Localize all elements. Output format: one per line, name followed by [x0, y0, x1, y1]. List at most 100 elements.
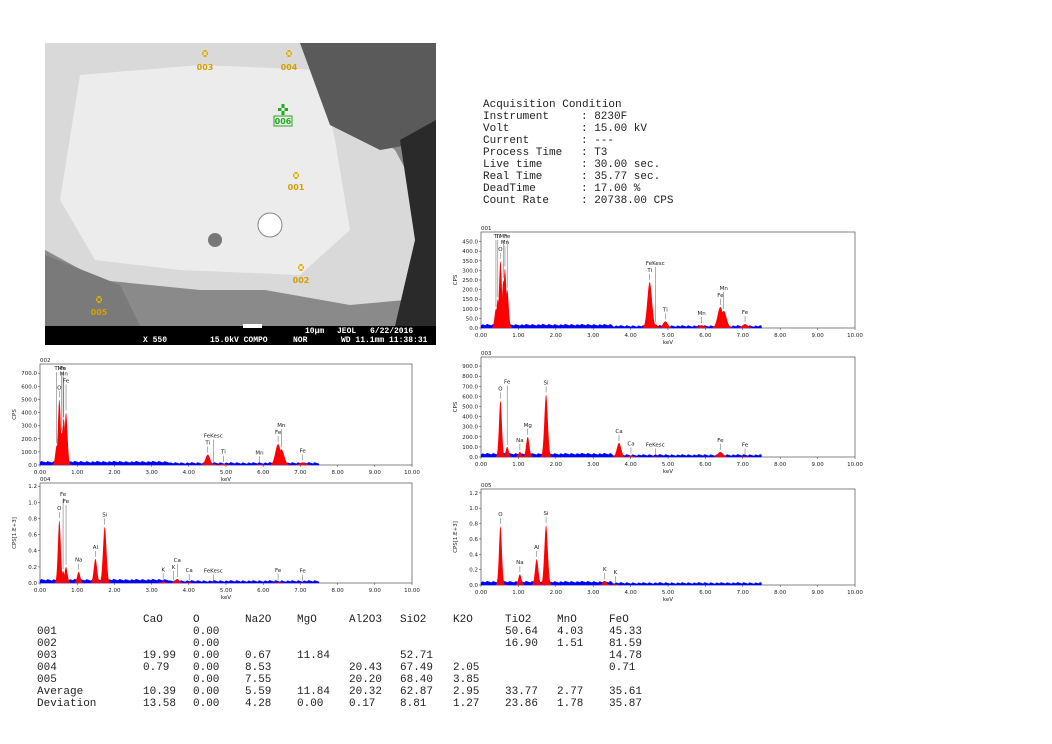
x-tick-label: 8.00 — [331, 470, 344, 476]
y-tick-label: 400.0 — [21, 411, 37, 417]
y-tick-label: 0.0 — [469, 455, 478, 461]
peak-label: Ti — [220, 450, 226, 456]
y-axis-label: CPS — [453, 274, 459, 285]
marker-cross-selected — [278, 104, 288, 115]
peak-label: Fe — [60, 366, 67, 372]
x-tick-label: 0.00 — [475, 333, 488, 339]
table-cell: 1.27 — [453, 698, 479, 710]
peak — [596, 581, 614, 585]
peak-label: Ti — [646, 268, 652, 274]
y-axis-label: CPS — [453, 401, 459, 412]
y-tick-label: 250.0 — [462, 278, 478, 284]
x-tick-label: 7.00 — [737, 590, 750, 596]
y-tick-label: 300.0 — [462, 425, 478, 431]
sem-dark-region — [300, 43, 436, 150]
peak-label: Mn — [60, 371, 69, 377]
x-tick-label: 10.00 — [847, 333, 863, 339]
peak-label: Ca — [627, 441, 634, 447]
table-cell: 33.77 — [505, 686, 538, 698]
peak-label: Ti — [53, 366, 59, 372]
y-tick-label: 0.2 — [28, 565, 37, 571]
y-tick-label: 1.0 — [28, 500, 37, 506]
peak-label: Fe — [60, 492, 67, 498]
background-continuum — [39, 578, 320, 584]
table-cell: 81.59 — [609, 638, 642, 650]
sem-grains — [395, 120, 436, 326]
x-tick-label: 6.00 — [257, 470, 270, 476]
peak — [180, 582, 198, 583]
x-tick-label: 1.00 — [71, 588, 84, 594]
y-tick-label: 200.0 — [462, 435, 478, 441]
acq-value: : 15.00 kV — [581, 123, 647, 135]
point-label: 004 — [281, 63, 298, 72]
table-cell: 0.00 — [193, 662, 219, 674]
peak-label: Fe — [717, 438, 724, 444]
peak — [72, 571, 85, 583]
y-tick-label: 600.0 — [462, 394, 478, 400]
background-continuum — [480, 580, 762, 586]
info-text: JEOL — [337, 327, 356, 336]
peak-label: Mn — [277, 423, 286, 429]
row-label: 003 — [37, 650, 57, 662]
acq-label: Current — [483, 135, 529, 147]
peak — [270, 449, 293, 465]
x-tick-label: 4.00 — [183, 588, 196, 594]
table-cell: 13.58 — [143, 698, 176, 710]
peak-label: FeKesc — [204, 569, 223, 575]
table-cell: 7.55 — [245, 674, 271, 686]
x-tick-label: 4.00 — [624, 462, 637, 468]
peak-label: Ca — [174, 558, 181, 564]
chart-title: 001 — [481, 226, 492, 232]
peak-label: Fe — [742, 310, 749, 316]
peak-label: Mn — [255, 450, 264, 456]
peak — [501, 289, 514, 328]
table-cell: 0.00 — [193, 686, 219, 698]
table-cell: 0.67 — [245, 650, 271, 662]
x-tick-label: 8.00 — [331, 588, 344, 594]
peak — [494, 260, 507, 328]
x-tick-label: 6.00 — [699, 590, 712, 596]
peak-label: Ca — [615, 429, 622, 435]
peak-label: Al — [534, 545, 540, 551]
peak-label: Na — [75, 558, 83, 564]
y-tick-label: 500.0 — [21, 397, 37, 403]
peak — [55, 432, 68, 465]
table-cell: 4.28 — [245, 698, 271, 710]
sem-inclusion — [208, 233, 222, 247]
peak — [606, 584, 624, 585]
x-tick-label: 8.00 — [774, 462, 787, 468]
y-tick-label: 400.0 — [462, 249, 478, 255]
peak — [154, 581, 172, 583]
table-cell: 62.87 — [400, 686, 433, 698]
table-header: TiO2 — [505, 614, 531, 626]
y-tick-label: 200.0 — [462, 288, 478, 294]
table-cell: 19.99 — [143, 650, 176, 662]
table-cell: 4.03 — [557, 626, 583, 638]
table-cell: 10.39 — [143, 686, 176, 698]
peak — [513, 574, 527, 585]
peak — [249, 464, 270, 465]
peak — [267, 444, 290, 465]
table-cell: 0.17 — [349, 698, 375, 710]
point-label: 006 — [275, 117, 292, 126]
x-tick-label: 0.00 — [34, 588, 47, 594]
y-tick-label: 300.0 — [462, 268, 478, 274]
x-tick-label: 2.00 — [550, 462, 563, 468]
y-axis-label: CPS[1.E+3] — [453, 521, 459, 553]
table-cell: 68.40 — [400, 674, 433, 686]
table-cell: 0.79 — [143, 662, 169, 674]
y-tick-label: 300.0 — [21, 424, 37, 430]
peak — [645, 324, 665, 328]
y-tick-label: 0.8 — [469, 522, 478, 528]
chart-title: 002 — [40, 358, 51, 364]
table-cell: 67.49 — [400, 662, 433, 674]
peak — [51, 445, 63, 465]
peak — [530, 558, 544, 585]
row-label: Deviation — [37, 698, 96, 710]
row-label: 005 — [37, 674, 57, 686]
y-tick-label: 600.0 — [21, 384, 37, 390]
peak — [88, 558, 102, 583]
table-cell: 0.00 — [193, 674, 219, 686]
table-header: FeO — [609, 614, 629, 626]
acquisition-title: Acquisition Condition — [483, 99, 622, 111]
